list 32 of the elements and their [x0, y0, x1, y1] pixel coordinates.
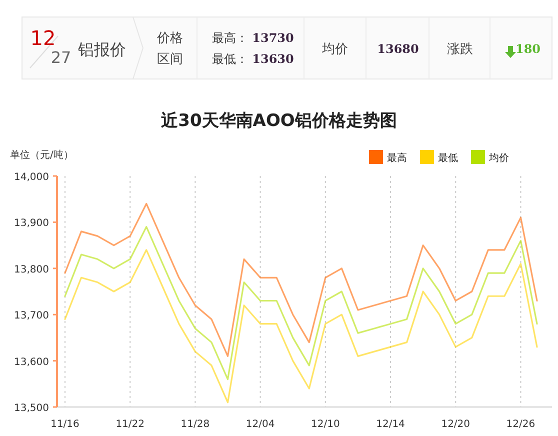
- text: 铝报价: [77, 40, 126, 59]
- y-tick-label: 13,900: [14, 218, 49, 230]
- x-tick-label: 12/26: [506, 419, 536, 430]
- x-tick-label: 12/14: [376, 419, 405, 430]
- y-tick-label: 13,700: [14, 310, 49, 322]
- text: 均价: [321, 42, 348, 57]
- y-tick-label: 13,600: [14, 356, 49, 368]
- x-tick-label: 11/22: [116, 419, 145, 430]
- legend-label: 最高: [387, 152, 407, 164]
- text: 价格: [156, 31, 183, 46]
- x-tick-label: 12/10: [311, 419, 340, 430]
- x-tick-label: 11/16: [50, 419, 80, 430]
- x-tick-label: 11/28: [180, 419, 210, 430]
- x-tick-label: 12/04: [246, 419, 275, 430]
- text: 13730: [252, 31, 294, 45]
- text: 13630: [252, 52, 294, 66]
- text: 区间: [157, 52, 183, 67]
- legend-label: 最低: [438, 153, 458, 164]
- x-tick-label: 12/20: [441, 419, 470, 430]
- y-axis-title: 单位（元/吨）: [10, 149, 74, 161]
- legend-label: 均价: [488, 152, 509, 164]
- text: 180: [515, 42, 541, 56]
- text: 12: [30, 26, 56, 50]
- text: 涨跌: [447, 42, 473, 57]
- text: 13680: [377, 42, 419, 56]
- text: 最高：: [212, 31, 248, 45]
- y-tick-label: 13,800: [14, 264, 49, 276]
- text: 最低：: [212, 52, 248, 66]
- y-tick-label: 14,000: [14, 172, 49, 183]
- text: 27: [50, 48, 72, 67]
- y-tick-label: 13,500: [14, 403, 49, 414]
- chart-title: 近30天华南AOO铝价格走势图: [160, 111, 397, 131]
